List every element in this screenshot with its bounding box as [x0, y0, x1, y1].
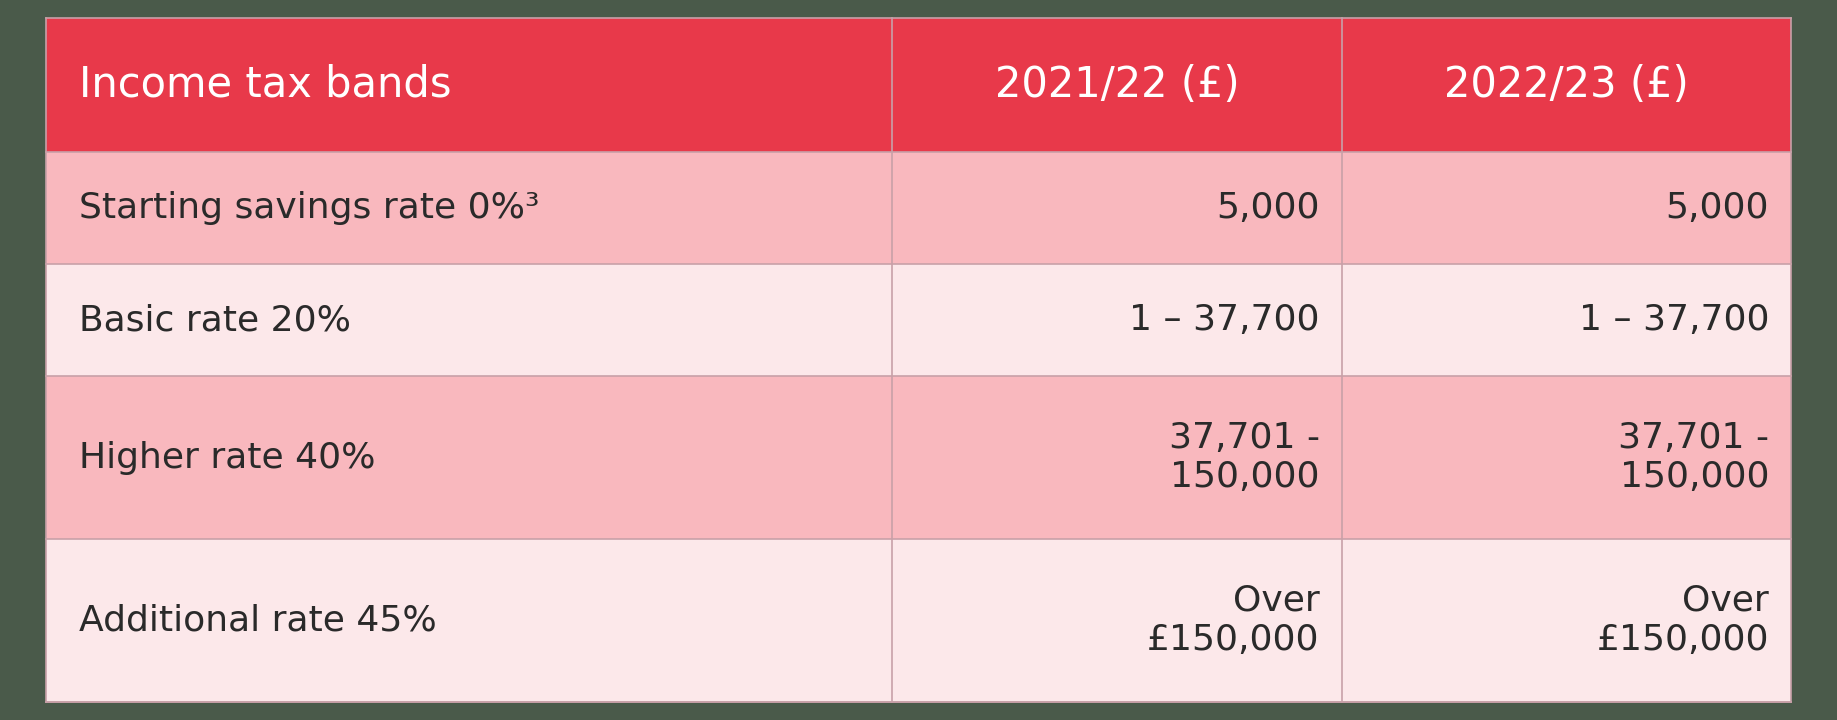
Bar	[893, 18, 1341, 152]
Bar	[46, 539, 893, 702]
Bar	[893, 264, 1341, 377]
Text: Basic rate 20%: Basic rate 20%	[79, 303, 351, 337]
Text: 2022/23 (£): 2022/23 (£)	[1444, 64, 1688, 106]
Bar	[46, 264, 893, 377]
Text: 5,000: 5,000	[1666, 191, 1769, 225]
Bar	[46, 152, 893, 264]
Text: 1 – 37,700: 1 – 37,700	[1130, 303, 1319, 337]
Text: 37,701 -
150,000: 37,701 - 150,000	[1618, 421, 1769, 495]
Text: 37,701 -
150,000: 37,701 - 150,000	[1168, 421, 1319, 495]
Bar	[1341, 152, 1791, 264]
Bar	[46, 377, 893, 539]
Text: Higher rate 40%: Higher rate 40%	[79, 441, 375, 474]
Bar	[1341, 18, 1791, 152]
Text: 1 – 37,700: 1 – 37,700	[1578, 303, 1769, 337]
Bar	[46, 18, 893, 152]
Text: 2021/22 (£): 2021/22 (£)	[994, 64, 1240, 106]
Bar	[1341, 264, 1791, 377]
Text: 5,000: 5,000	[1216, 191, 1319, 225]
Bar	[893, 539, 1341, 702]
Text: Additional rate 45%: Additional rate 45%	[79, 603, 437, 638]
Text: Over
£150,000: Over £150,000	[1146, 584, 1319, 657]
Text: Over
£150,000: Over £150,000	[1596, 584, 1769, 657]
Bar	[893, 377, 1341, 539]
Bar	[893, 152, 1341, 264]
Bar	[1341, 539, 1791, 702]
Text: Income tax bands: Income tax bands	[79, 64, 452, 106]
Text: Starting savings rate 0%³: Starting savings rate 0%³	[79, 191, 540, 225]
Bar	[1341, 377, 1791, 539]
